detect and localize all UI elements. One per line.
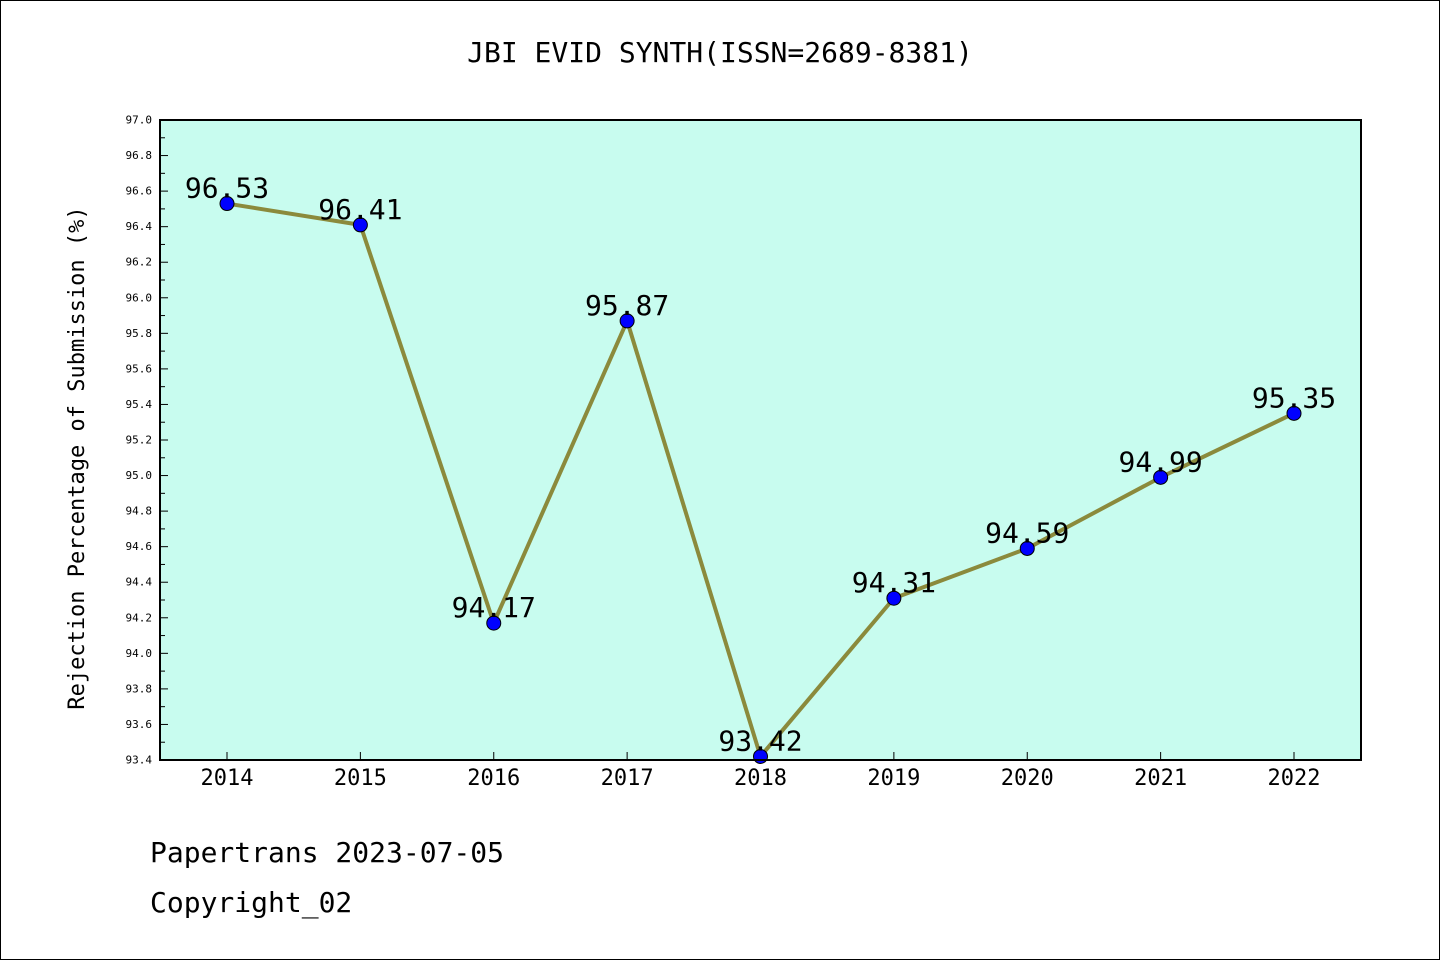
data-label: 96.53	[185, 172, 269, 205]
data-point	[886, 590, 902, 606]
y-tick-label: 96.4	[126, 220, 153, 233]
y-tick-label: 95.8	[126, 327, 153, 340]
y-tick-label: 96.6	[126, 185, 153, 198]
y-tick-label: 94.4	[126, 576, 153, 589]
data-label: 96.41	[318, 193, 402, 226]
y-tick-label: 95.0	[126, 469, 153, 482]
y-tick-label: 96.0	[126, 291, 153, 304]
data-label: 94.99	[1118, 445, 1202, 478]
y-tick-label: 94.8	[126, 505, 153, 518]
y-tick-label: 95.2	[126, 434, 153, 447]
data-point	[1153, 469, 1169, 485]
data-point	[1019, 540, 1035, 556]
y-tick-label: 95.6	[126, 362, 153, 375]
data-point	[219, 196, 235, 212]
y-tick-label: 93.6	[126, 718, 153, 731]
data-label: 95.35	[1252, 381, 1336, 414]
y-axis-label: Rejection Percentage of Submission (%)	[65, 206, 90, 709]
data-label: 94.31	[852, 566, 936, 599]
x-tick-label: 2021	[1134, 766, 1187, 791]
data-label: 94.59	[985, 516, 1069, 549]
data-label: 94.17	[452, 591, 536, 624]
y-tick-label: 94.0	[126, 647, 153, 660]
footer-copyright: Copyright_02	[150, 886, 353, 919]
y-tick-label: 96.2	[126, 256, 153, 269]
data-point	[619, 313, 635, 329]
x-tick-label: 2022	[1268, 766, 1321, 791]
data-label: 93.42	[718, 724, 802, 757]
data-point	[352, 217, 368, 233]
y-tick-label: 93.8	[126, 682, 153, 695]
x-tick-label: 2016	[467, 766, 520, 791]
x-tick-label: 2014	[201, 766, 254, 791]
y-tick-label: 97.0	[126, 114, 153, 127]
x-tick-label: 2018	[734, 766, 787, 791]
footer-date: Papertrans 2023-07-05	[150, 836, 505, 869]
x-tick-label: 2017	[601, 766, 654, 791]
y-tick-label: 96.8	[126, 149, 153, 162]
plot-border	[159, 119, 1362, 761]
data-label: 95.87	[585, 289, 669, 322]
y-tick-label: 94.6	[126, 540, 153, 553]
data-point	[1286, 405, 1302, 421]
y-tick-label: 95.4	[126, 398, 153, 411]
y-tick-label: 94.2	[126, 611, 153, 624]
x-tick-label: 2020	[1001, 766, 1054, 791]
y-tick-label: 93.4	[126, 754, 153, 767]
x-tick-label: 2015	[334, 766, 387, 791]
data-point	[486, 615, 502, 631]
x-tick-label: 2019	[867, 766, 920, 791]
chart-title: JBI EVID SYNTH(ISSN=2689-8381)	[467, 36, 973, 69]
